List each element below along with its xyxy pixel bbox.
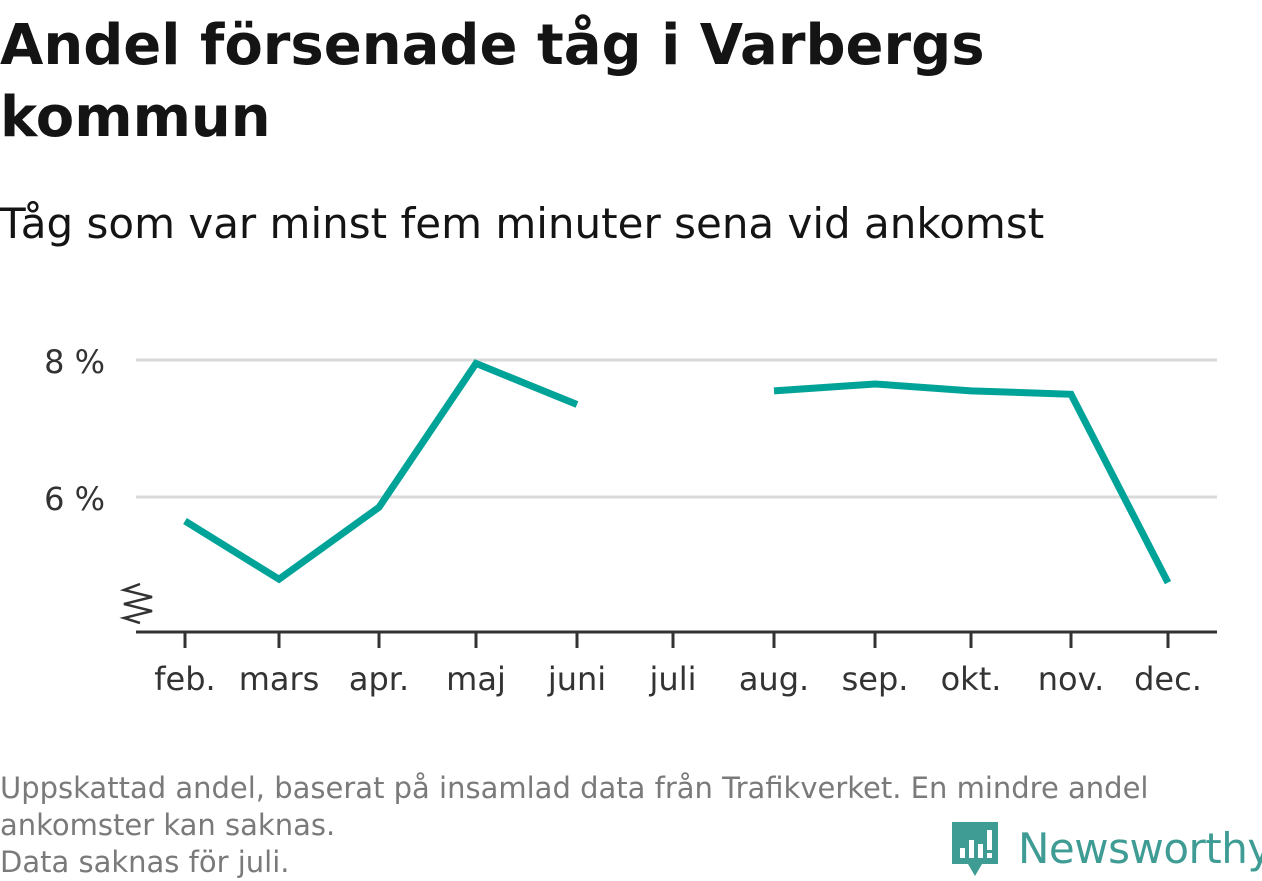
x-axis <box>119 582 1217 634</box>
x-tick-label: juli <box>649 660 697 698</box>
axis-break-marker <box>119 582 153 625</box>
chart-title: Andel försenade tåg i Varbergs kommun <box>0 13 985 150</box>
footnote-line: Uppskattad andel, baserat på insamlad da… <box>0 771 1149 805</box>
footnote-line: Data saknas för juli. <box>0 845 290 879</box>
series-lines <box>183 359 1172 585</box>
x-tick-label: maj <box>446 660 506 698</box>
grid-lines <box>136 358 1217 499</box>
y-axis-ticks: 6 % 8 % <box>44 343 105 518</box>
x-tick-label: dec. <box>1134 660 1202 698</box>
bar-chart-logo-icon <box>952 822 998 876</box>
x-tick-label: okt. <box>941 660 1002 698</box>
y-tick-label: 6 % <box>44 480 105 518</box>
x-tick-label: feb. <box>154 660 215 698</box>
x-tick-label: nov. <box>1038 660 1104 698</box>
x-tick-label: sep. <box>842 660 909 698</box>
series-line-segment <box>183 359 579 584</box>
y-tick-label: 8 % <box>44 343 105 381</box>
brand-logo: Newsworthy <box>950 818 1262 878</box>
x-tick-label: aug. <box>739 660 809 698</box>
brand-name: Newsworthy <box>1018 823 1262 873</box>
x-tick-label: mars <box>239 660 320 698</box>
x-axis-ticks: feb. mars apr. maj juni juli aug. sep. okt. nov. d… <box>154 632 1202 698</box>
chart-subtitle: Tåg som var minst fem minuter sena vid a… <box>0 199 1045 248</box>
footnote: Uppskattad andel, baserat på insamlad da… <box>0 770 1250 881</box>
x-tick-label: juni <box>547 660 606 698</box>
series-line-segment <box>773 380 1172 585</box>
x-tick-label: apr. <box>349 660 409 698</box>
footnote-line: ankomster kan saknas. <box>0 808 336 842</box>
